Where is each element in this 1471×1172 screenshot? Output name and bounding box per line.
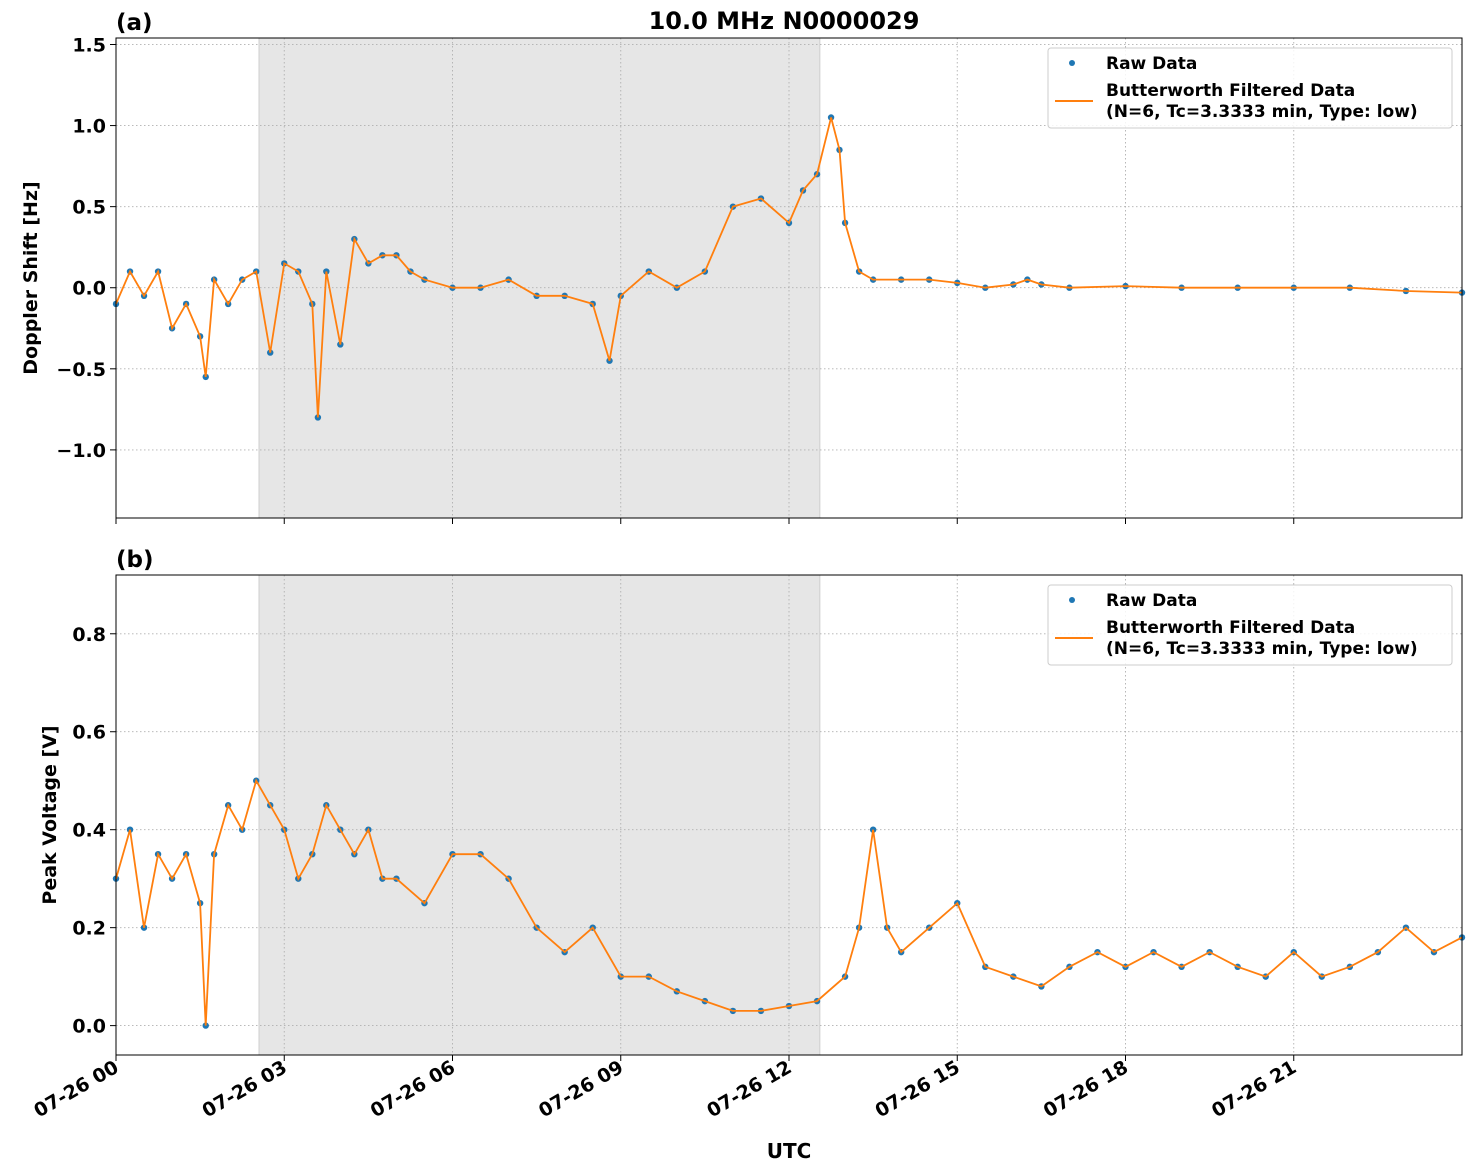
y-tick-label: 0.0 — [72, 278, 106, 300]
panel-label-a: (a) — [116, 10, 153, 36]
y-tick-label: 0.6 — [72, 722, 106, 744]
y-axis-label-b: Peak Voltage [V] — [39, 725, 61, 904]
panel-label-b: (b) — [116, 547, 154, 573]
y-tick-label: 0.2 — [72, 918, 106, 940]
grid-a — [115, 38, 1462, 518]
legend-box-b — [1047, 584, 1453, 666]
x-tick-label: 07-26 15 — [871, 1056, 963, 1122]
x-ticks-a — [115, 518, 1295, 524]
x-tick-label: 07-26 03 — [198, 1056, 290, 1122]
y-tick-label: 0.8 — [72, 624, 106, 646]
filtered-line-b — [115, 778, 1463, 1026]
x-tick-label: 07-26 12 — [703, 1056, 795, 1122]
x-axis-label: UTC — [767, 1139, 812, 1163]
x-tick-label: 07-26 18 — [1040, 1056, 1132, 1122]
x-ticks-b — [115, 1055, 1295, 1061]
y-tick-label: 0.0 — [72, 1016, 106, 1038]
y-ticks-b: 0.0 0.2 0.4 0.6 0.8 — [72, 624, 116, 1038]
panel-b: 0.0 0.2 0.4 0.6 0.8 (b) Peak Voltage [V] Raw… — [39, 547, 1466, 1061]
legend-raw-label-b: Raw Data — [1106, 591, 1197, 611]
legend-filtered-params-a: (N=6, Tc=3.3333 min, Type: low) — [1106, 102, 1418, 122]
x-tick-label: 07-26 21 — [1208, 1056, 1300, 1122]
panel-a: −1.0 −0.5 0.0 0.5 1.0 1.5 (a) Doppler Shift [… — [20, 10, 1466, 524]
y-tick-label: 1.0 — [72, 116, 106, 138]
legend-raw-marker-b — [1069, 597, 1075, 603]
y-tick-label: −0.5 — [56, 359, 106, 381]
x-tick-labels: 07-26 00 07-26 03 07-26 06 07-26 09 07-26 12… — [30, 1056, 1300, 1122]
x-tick-label: 07-26 09 — [535, 1056, 627, 1122]
x-tick-label: 07-26 00 — [30, 1056, 122, 1122]
y-tick-label: 1.5 — [72, 34, 106, 56]
legend-raw-label-a: Raw Data — [1106, 54, 1197, 74]
x-tick-label: 07-26 06 — [367, 1056, 459, 1122]
y-tick-label: 0.4 — [72, 820, 106, 842]
legend-filtered-label-a: Butterworth Filtered Data — [1106, 81, 1355, 101]
legend-filtered-params-b: (N=6, Tc=3.3333 min, Type: low) — [1106, 639, 1418, 659]
y-axis-label-a: Doppler Shift [Hz] — [20, 181, 42, 374]
legend-filtered-label-b: Butterworth Filtered Data — [1106, 618, 1355, 638]
legend-a: Raw Data Butterworth Filtered Data (N=6,… — [1047, 47, 1453, 129]
figure-title: 10.0 MHz N0000029 — [649, 7, 920, 35]
y-tick-label: −1.0 — [56, 440, 106, 462]
filtered-line-a — [115, 117, 1463, 418]
legend-box-a — [1047, 47, 1453, 129]
night-shading-a — [258, 37, 821, 519]
legend-b: Raw Data Butterworth Filtered Data (N=6,… — [1047, 584, 1453, 666]
y-ticks-a: −1.0 −0.5 0.0 0.5 1.0 1.5 — [56, 34, 116, 462]
night-shading-b — [258, 574, 821, 1056]
legend-raw-marker-a — [1069, 60, 1075, 66]
y-tick-label: 0.5 — [72, 197, 106, 219]
